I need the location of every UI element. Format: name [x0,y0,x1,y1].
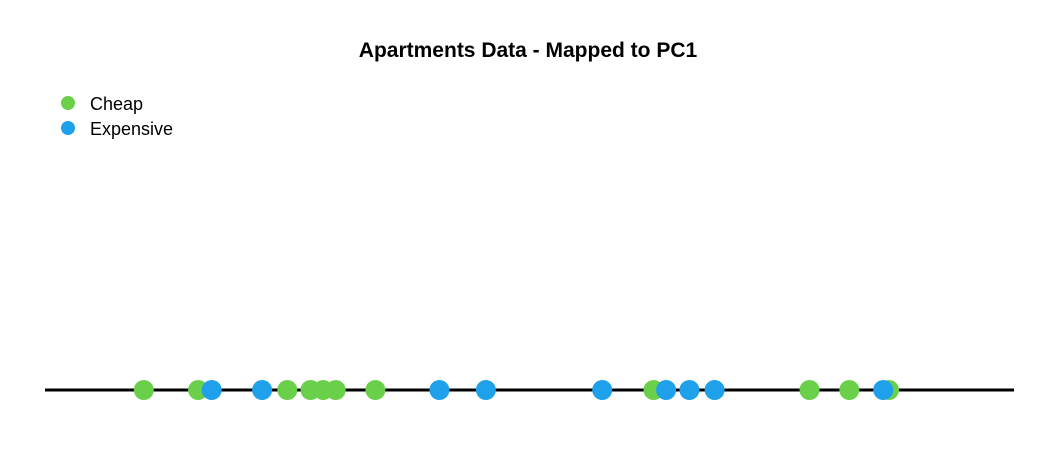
legend: Cheap Expensive [61,94,173,139]
data-point-cheap-3 [277,380,298,400]
legend-label-expensive: Expensive [90,119,173,139]
legend-marker-cheap [61,96,75,110]
data-point-expensive-5 [592,380,613,400]
data-point-expensive-1 [201,380,222,400]
data-point-cheap-10 [839,380,860,400]
data-point-cheap-6 [325,380,346,400]
data-point-cheap-1 [133,380,154,400]
data-point-cheap-7 [365,380,386,400]
data-point-expensive-8 [704,380,725,400]
data-point-expensive-2 [252,380,273,400]
legend-label-cheap: Cheap [90,94,143,114]
data-point-cheap-9 [799,380,820,400]
chart-title: Apartments Data - Mapped to PC1 [359,39,698,62]
data-point-expensive-7 [679,380,700,400]
data-point-expensive-3 [429,380,450,400]
data-point-expensive-9 [873,380,894,400]
legend-marker-expensive [61,121,75,135]
data-points [133,380,899,400]
data-point-expensive-6 [656,380,677,400]
data-point-expensive-4 [475,380,496,400]
